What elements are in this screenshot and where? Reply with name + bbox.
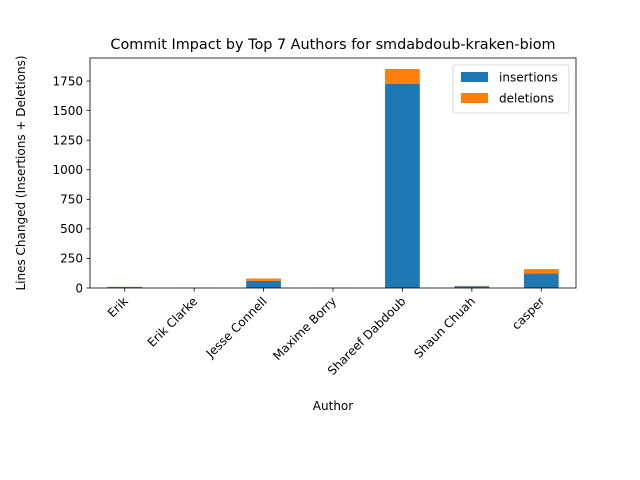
bar-insertions xyxy=(107,287,143,288)
bar-deletions xyxy=(385,68,420,84)
bars-layer xyxy=(107,68,559,288)
bar-insertions xyxy=(523,273,559,288)
bar-deletions xyxy=(523,269,559,274)
y-axis-title: Lines Changed (Insertions + Deletions) xyxy=(14,55,28,290)
legend: insertions deletions xyxy=(452,64,570,114)
legend-swatch-deletions xyxy=(461,93,488,103)
bar-deletions xyxy=(246,278,281,281)
legend-label-deletions: deletions xyxy=(499,92,554,106)
y-tick-label: 1750 xyxy=(52,74,83,88)
y-tick-label: 1500 xyxy=(52,104,83,118)
bar-insertions xyxy=(385,83,420,288)
y-tick-label: 1250 xyxy=(52,133,83,147)
y-tick-label: 250 xyxy=(60,252,83,266)
bar-insertions xyxy=(246,280,281,288)
y-tick-label: 750 xyxy=(60,193,83,207)
y-tick-label: 500 xyxy=(60,222,83,236)
y-tick-label: 0 xyxy=(75,281,83,295)
x-axis-title: Author xyxy=(313,399,353,413)
legend-label-insertions: insertions xyxy=(499,71,558,85)
bar-insertions xyxy=(454,286,490,288)
chart-title: Commit Impact by Top 7 Authors for smdab… xyxy=(110,37,555,53)
y-tick-label: 1000 xyxy=(52,163,83,177)
legend-swatch-insertions xyxy=(461,72,488,82)
